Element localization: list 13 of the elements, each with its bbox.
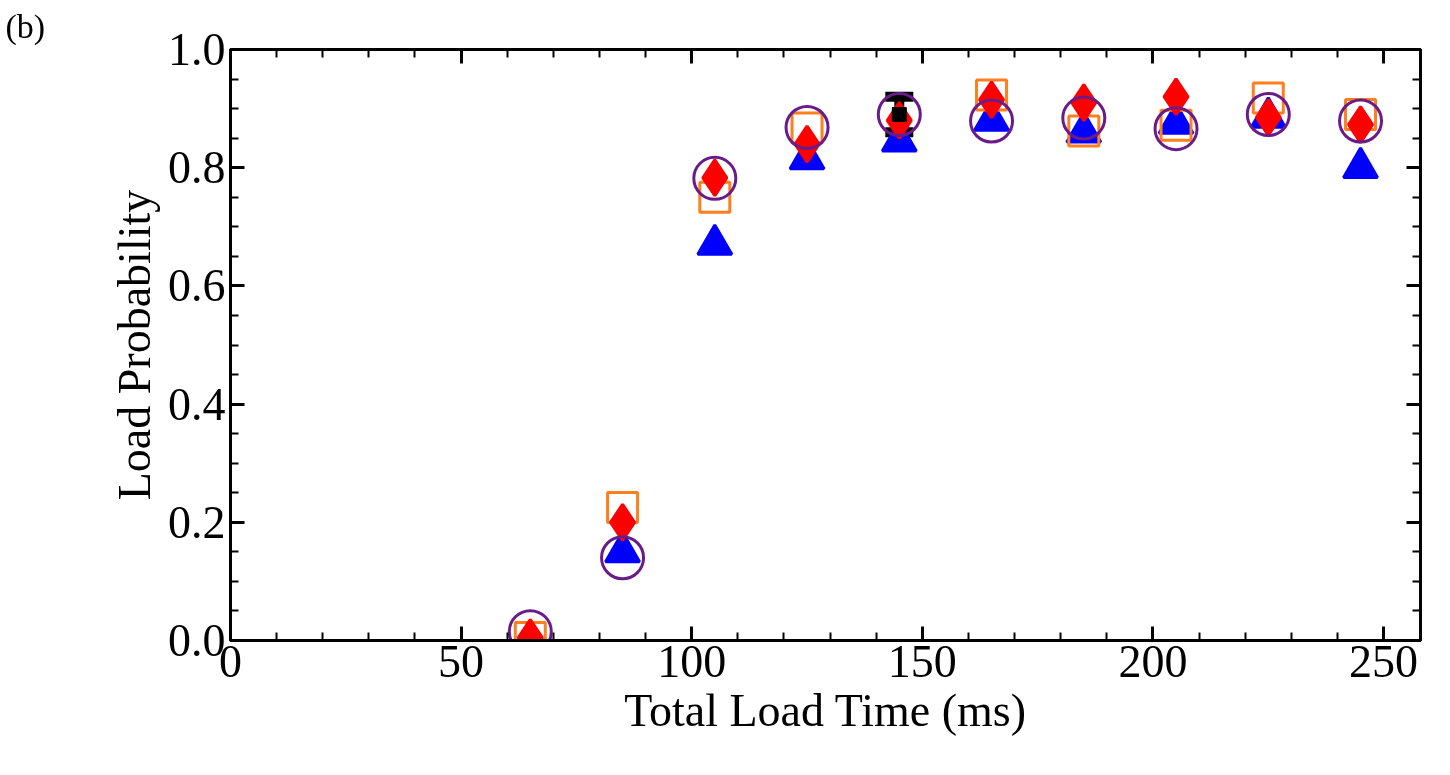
x-tick-label: 200 [1118,635,1188,687]
x-tick-label: 50 [438,635,485,687]
x-tick-label: 250 [1349,635,1419,687]
y-tick-label: 0.2 [168,496,226,548]
x-tick-label: 150 [887,635,957,687]
x-axis-title: Total Load Time (ms) [624,684,1026,736]
y-axis-title: Load Probability [109,189,160,501]
y-tick-label: 1.0 [168,24,226,75]
x-tick-label: 100 [657,635,727,687]
y-tick-label: 0.6 [168,260,226,312]
y-tick-label: 0.4 [168,378,226,430]
text: (b) [5,7,46,46]
y-tick-label: 0.8 [168,142,226,194]
